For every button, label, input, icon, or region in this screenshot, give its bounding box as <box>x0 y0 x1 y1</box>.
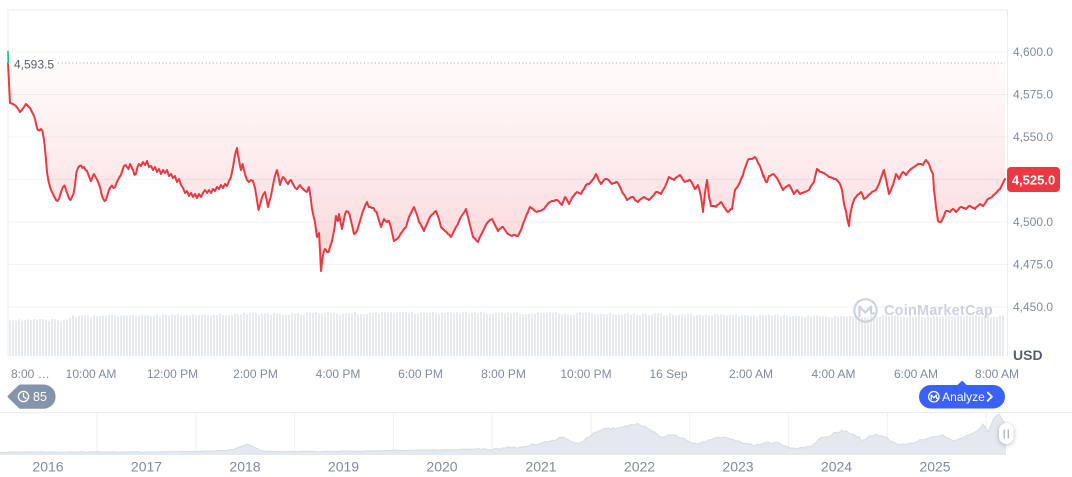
svg-text:2:00 AM: 2:00 AM <box>729 367 773 381</box>
svg-text:4,475.0: 4,475.0 <box>1013 258 1053 272</box>
svg-text:2022: 2022 <box>624 459 655 475</box>
svg-text:2019: 2019 <box>328 459 359 475</box>
svg-text:CoinMarketCap: CoinMarketCap <box>884 303 993 319</box>
svg-text:85: 85 <box>33 390 47 404</box>
svg-text:2:00 PM: 2:00 PM <box>233 367 278 381</box>
svg-text:8:00 …: 8:00 … <box>11 367 50 381</box>
svg-text:Analyze: Analyze <box>942 390 985 404</box>
svg-text:8:00 PM: 8:00 PM <box>481 367 526 381</box>
svg-text:4,600.0: 4,600.0 <box>1013 45 1053 59</box>
svg-text:4,525.0: 4,525.0 <box>1012 173 1055 188</box>
svg-text:4,550.0: 4,550.0 <box>1013 130 1053 144</box>
svg-text:4,450.0: 4,450.0 <box>1013 300 1053 314</box>
svg-text:4,500.0: 4,500.0 <box>1013 215 1053 229</box>
svg-text:16 Sep: 16 Sep <box>649 367 687 381</box>
svg-text:12:00 PM: 12:00 PM <box>147 367 198 381</box>
svg-text:2020: 2020 <box>426 459 457 475</box>
svg-text:2018: 2018 <box>229 459 260 475</box>
svg-text:2024: 2024 <box>821 459 852 475</box>
svg-text:2021: 2021 <box>525 459 556 475</box>
svg-text:4,593.5: 4,593.5 <box>14 58 54 72</box>
svg-text:6:00 AM: 6:00 AM <box>894 367 938 381</box>
svg-text:4:00 AM: 4:00 AM <box>811 367 855 381</box>
svg-text:10:00 PM: 10:00 PM <box>560 367 611 381</box>
svg-text:4,575.0: 4,575.0 <box>1013 88 1053 102</box>
svg-text:6:00 PM: 6:00 PM <box>398 367 443 381</box>
svg-text:8:00 AM: 8:00 AM <box>975 367 1019 381</box>
svg-text:2017: 2017 <box>131 459 162 475</box>
svg-text:4:00 PM: 4:00 PM <box>316 367 361 381</box>
svg-text:2016: 2016 <box>32 459 63 475</box>
svg-text:10:00 AM: 10:00 AM <box>66 367 117 381</box>
svg-text:2023: 2023 <box>722 459 753 475</box>
svg-text:2025: 2025 <box>919 459 950 475</box>
svg-text:USD: USD <box>1013 347 1043 363</box>
